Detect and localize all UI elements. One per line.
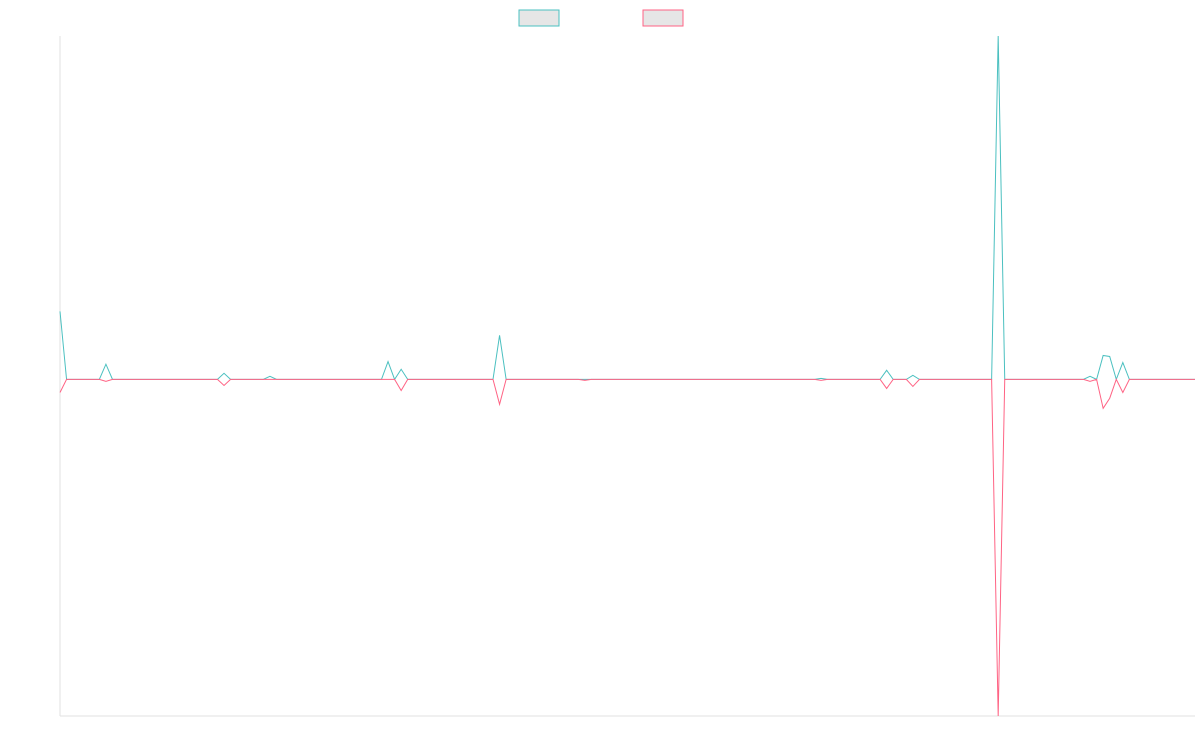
legend-swatch[interactable] <box>518 9 560 27</box>
series-line <box>59 35 1195 381</box>
legend-swatch[interactable] <box>642 9 684 27</box>
series-line <box>59 378 1195 717</box>
